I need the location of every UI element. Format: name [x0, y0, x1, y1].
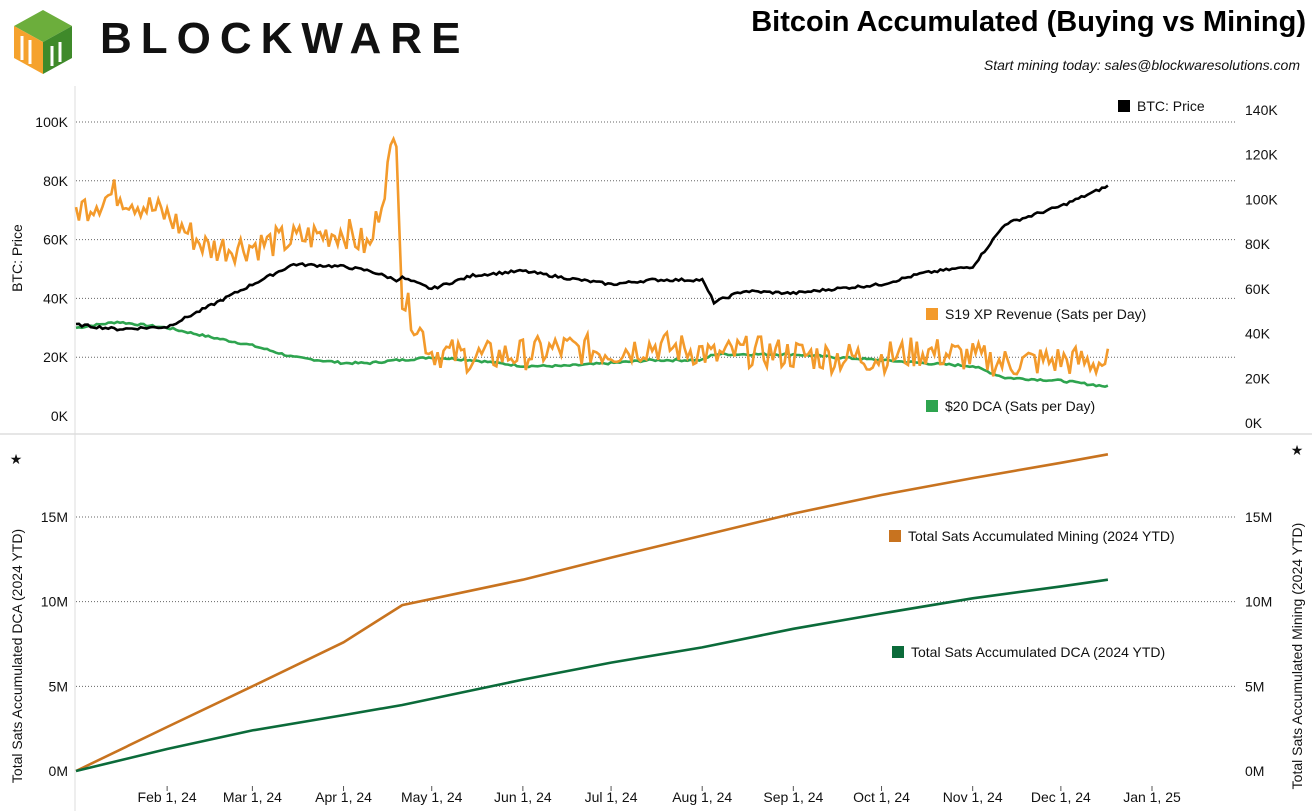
right-y-tick: 40K [1245, 326, 1271, 342]
chart-subtitle: Start mining today: sales@blockwaresolut… [983, 57, 1300, 73]
top-panel-grid [76, 121, 1235, 358]
bottom-left-y-tick: 0M [49, 763, 68, 779]
right-y-tick: 80K [1245, 236, 1271, 252]
right-y-tick: 100K [1245, 191, 1278, 207]
bottom-right-y-tick: 5M [1245, 678, 1264, 694]
x-tick-label: Aug 1, 24 [672, 789, 732, 805]
legend-dca-total-label: Total Sats Accumulated DCA (2024 YTD) [911, 644, 1165, 660]
left-y-tick: 100K [35, 114, 68, 130]
top-left-axis-title: BTC: Price [9, 224, 25, 292]
x-tick-label: Jan 1, 25 [1123, 789, 1181, 805]
chart-area: 0K 20K 40K 60K 80K 100K 0K 20K 40K 60K 80K 100K 120K… [0, 86, 1312, 811]
x-tick-label: Jul 1, 24 [585, 789, 638, 805]
x-tick-label: May 1, 24 [401, 789, 463, 805]
legend-mining-total-label: Total Sats Accumulated Mining (2024 YTD) [908, 528, 1175, 544]
bottom-left-y-tick: 15M [41, 509, 68, 525]
pin-icon: ★ [1291, 442, 1304, 458]
bottom-left-axis-title: Total Sats Accumulated DCA (2024 YTD) [9, 529, 25, 783]
right-y-tick: 140K [1245, 102, 1278, 118]
x-tick-label: Nov 1, 24 [943, 789, 1003, 805]
x-tick-label: Jun 1, 24 [494, 789, 552, 805]
pin-icon: ★ [10, 451, 23, 467]
bottom-right-y-tick: 0M [1245, 763, 1264, 779]
brand-name: BLOCKWARE [100, 14, 470, 63]
bottom-right-y-tick: 10M [1245, 594, 1272, 610]
left-y-tick: 80K [43, 173, 69, 189]
x-tick-label: Mar 1, 24 [223, 789, 282, 805]
bottom-panel-series [75, 453, 1109, 773]
bottom-panel-grid [76, 516, 1235, 687]
left-y-tick: 40K [43, 290, 69, 306]
x-tick-label: Feb 1, 24 [138, 789, 197, 805]
legend-dca-daily-swatch [926, 400, 938, 412]
bottom-left-y-tick: 5M [49, 678, 68, 694]
x-tick-label: Oct 1, 24 [853, 789, 910, 805]
right-y-tick: 20K [1245, 370, 1271, 386]
x-tick-label: Sep 1, 24 [763, 789, 823, 805]
top-panel-series [74, 135, 1110, 389]
legend-revenue-label: S19 XP Revenue (Sats per Day) [945, 306, 1146, 322]
bottom-right-axis-title: Total Sats Accumulated Mining (2024 YTD) [1289, 523, 1305, 790]
series-s19-revenue [74, 135, 1110, 378]
x-tick-label: Dec 1, 24 [1031, 789, 1091, 805]
right-y-tick: 120K [1245, 147, 1278, 163]
header: BLOCKWARE Bitcoin Accumulated (Buying vs… [0, 0, 1312, 86]
legend-price-label: BTC: Price [1137, 98, 1205, 114]
chart-title: Bitcoin Accumulated (Buying vs Mining) [751, 6, 1306, 38]
series-mining-total [75, 453, 1109, 773]
series-dca-daily [75, 320, 1109, 389]
legend-price-swatch [1118, 100, 1130, 112]
legend-revenue-swatch [926, 308, 938, 320]
blockware-logo-icon [14, 10, 72, 74]
series-btc-price [75, 184, 1109, 332]
bottom-right-y-tick: 15M [1245, 509, 1272, 525]
legend: BTC: Price S19 XP Revenue (Sats per Day) $… [889, 98, 1205, 660]
legend-dca-daily-label: $20 DCA (Sats per Day) [945, 398, 1095, 414]
x-tick-label: Apr 1, 24 [315, 789, 372, 805]
left-y-tick: 60K [43, 232, 69, 248]
left-y-tick: 0K [51, 408, 69, 424]
bottom-left-y-tick: 10M [41, 594, 68, 610]
series-dca-total [75, 578, 1109, 773]
x-axis-ticks: Feb 1, 24 Mar 1, 24 Apr 1, 24 May 1, 24 Jun … [138, 786, 1181, 805]
left-y-tick: 20K [43, 349, 69, 365]
legend-dca-total-swatch [892, 646, 904, 658]
axes-labels: 0K 20K 40K 60K 80K 100K 0K 20K 40K 60K 80K 100K 120K… [9, 102, 1305, 789]
legend-mining-total-swatch [889, 530, 901, 542]
right-y-tick: 0K [1245, 415, 1263, 431]
right-y-tick: 60K [1245, 281, 1271, 297]
